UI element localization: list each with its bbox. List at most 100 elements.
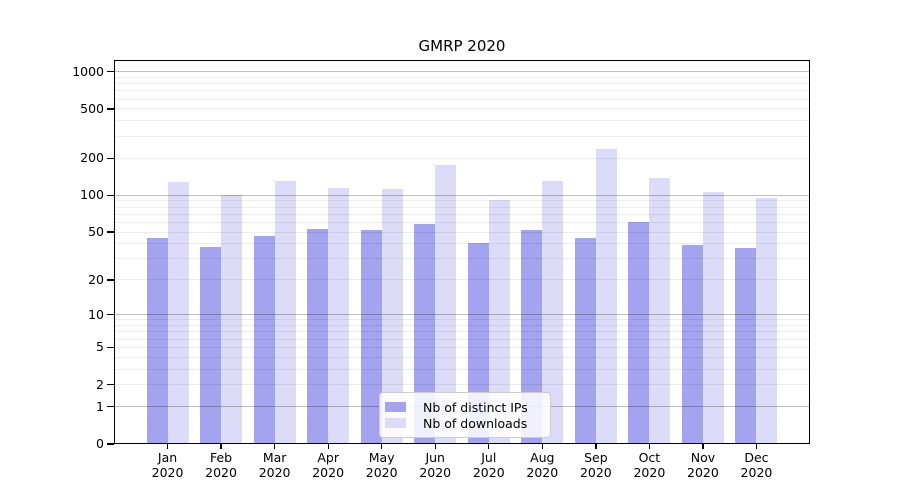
bar-distinct-ips <box>253 236 275 444</box>
y-tick-label: 1 <box>96 398 104 414</box>
x-tick-year: 2020 <box>579 464 612 480</box>
x-tick-mark <box>327 444 329 449</box>
x-tick-label: Oct 2020 <box>617 450 681 480</box>
x-tick-year: 2020 <box>687 464 719 480</box>
x-tick-label: Sep 2020 <box>564 450 628 480</box>
x-tick-mark <box>755 444 758 449</box>
bar-distinct-ips <box>574 237 596 444</box>
x-tick-label: Jan 2020 <box>136 450 200 480</box>
bar-distinct-ips <box>735 247 757 444</box>
bar-distinct-ips <box>200 246 222 444</box>
bar-downloads <box>274 180 296 444</box>
y-tick-mark <box>107 279 114 281</box>
legend-item-downloads: Nb of downloads <box>385 415 542 431</box>
bar-downloads <box>756 197 778 444</box>
x-tick-month: Mar <box>262 450 287 465</box>
x-tick-month: Jul <box>481 450 497 465</box>
bar-distinct-ips <box>681 245 703 444</box>
x-tick-label: Nov 2020 <box>671 450 735 480</box>
y-tick-mark <box>107 346 114 349</box>
y-tick-label: 100 <box>80 187 104 203</box>
bars-layer <box>114 60 810 444</box>
y-tick-label: 0 <box>96 436 104 451</box>
x-tick-month: Dec <box>744 450 769 465</box>
y-tick-label: 50 <box>88 224 104 240</box>
x-tick-label: Apr 2020 <box>296 450 360 480</box>
y-tick-mark <box>107 157 114 159</box>
x-tick-mark <box>702 444 704 449</box>
bar-downloads <box>435 164 457 444</box>
x-tick-mark <box>648 444 651 449</box>
x-tick-year: 2020 <box>472 464 505 480</box>
bar-distinct-ips <box>628 222 650 444</box>
x-tick-year: 2020 <box>365 464 398 480</box>
y-tick-label: 500 <box>80 100 104 116</box>
bar-downloads <box>328 188 350 444</box>
x-tick-year: 2020 <box>312 464 345 480</box>
x-tick-month: Apr <box>317 450 339 465</box>
x-tick-year: 2020 <box>419 464 452 480</box>
bar-distinct-ips <box>360 229 382 444</box>
y-tick-mark <box>107 443 114 445</box>
x-tick-mark <box>541 444 543 449</box>
y-tick-label: 200 <box>80 150 104 166</box>
x-tick-month: Oct <box>638 450 661 465</box>
x-tick-month: Jun <box>425 450 445 465</box>
bar-distinct-ips <box>414 224 436 444</box>
legend-label-downloads: Nb of downloads <box>423 415 528 431</box>
x-tick-label: Jul 2020 <box>457 450 521 480</box>
x-tick-month: Feb <box>209 450 233 465</box>
x-tick-label: Dec 2020 <box>724 450 788 480</box>
x-tick-label: Feb 2020 <box>189 450 253 480</box>
legend-swatch-downloads-icon <box>385 418 406 428</box>
legend: Nb of distinct IPs Nb of downloads <box>379 392 551 438</box>
bar-downloads <box>649 178 671 444</box>
x-tick-year: 2020 <box>205 464 237 480</box>
y-tick-label: 5 <box>96 339 104 355</box>
y-tick-mark <box>107 194 114 196</box>
y-tick-mark <box>107 70 114 73</box>
x-tick-label: Mar 2020 <box>243 450 307 480</box>
bar-downloads <box>381 188 403 444</box>
y-tick-label: 1000 <box>72 63 104 79</box>
x-tick-year: 2020 <box>258 464 291 480</box>
x-tick-year: 2020 <box>151 464 184 480</box>
bar-downloads <box>595 149 617 444</box>
y-tick-mark <box>107 108 114 110</box>
x-tick-mark <box>220 444 222 449</box>
y-tick-label: 2 <box>96 376 104 392</box>
x-tick-label: May 2020 <box>350 450 414 480</box>
y-tick-mark <box>107 314 114 316</box>
chart-title: GMRP 2020 <box>418 37 506 55</box>
bar-distinct-ips <box>307 228 329 444</box>
x-tick-year: 2020 <box>526 464 559 480</box>
x-tick-month: Jan <box>157 450 178 465</box>
bar-downloads <box>221 195 243 444</box>
x-tick-month: May <box>368 450 395 465</box>
bar-downloads <box>167 182 189 444</box>
y-tick-mark <box>107 406 114 408</box>
x-tick-mark <box>381 444 383 449</box>
y-tick-mark <box>107 384 114 386</box>
x-tick-mark <box>274 444 276 449</box>
bar-downloads <box>488 200 510 444</box>
x-tick-mark <box>434 444 436 449</box>
x-tick-mark <box>488 444 490 449</box>
x-tick-year: 2020 <box>740 464 773 480</box>
x-tick-mark <box>166 444 169 449</box>
x-tick-month: Sep <box>584 450 608 465</box>
x-tick-month: Nov <box>690 450 716 465</box>
x-tick-year: 2020 <box>633 464 666 480</box>
y-tick-label: 20 <box>88 271 104 287</box>
y-tick-label: 10 <box>88 306 104 322</box>
bar-downloads <box>542 180 564 444</box>
legend-swatch-distinct-ips-icon <box>385 402 406 412</box>
x-tick-label: Aug 2020 <box>510 450 574 480</box>
legend-label-distinct-ips: Nb of distinct IPs <box>423 399 528 415</box>
y-tick-mark <box>107 231 114 233</box>
x-tick-month: Aug <box>530 450 555 465</box>
bar-distinct-ips <box>146 237 168 444</box>
bar-distinct-ips <box>521 229 543 444</box>
legend-item-distinct-ips: Nb of distinct IPs <box>385 399 542 415</box>
